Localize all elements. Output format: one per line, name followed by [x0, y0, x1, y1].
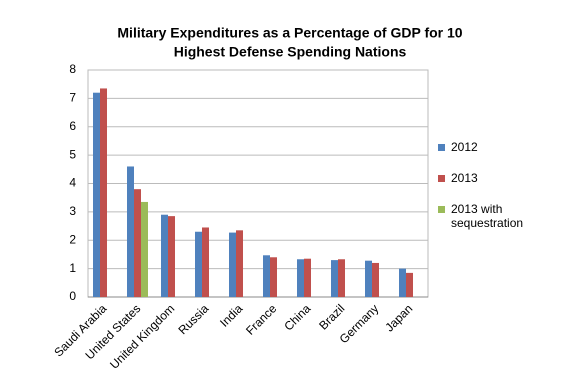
x-tick-label: France: [243, 301, 280, 338]
bar: [202, 227, 209, 297]
bar: [338, 259, 345, 297]
y-tick-label: 0: [69, 289, 76, 303]
chart-title: Highest Defense Spending Nations: [174, 44, 407, 60]
bar: [399, 268, 406, 297]
y-tick-label: 8: [69, 62, 76, 76]
y-tick-label: 4: [69, 176, 76, 190]
x-tick-label: Russia: [176, 301, 212, 337]
legend-label: 2013: [451, 171, 478, 185]
bar: [168, 216, 175, 297]
legend-label: 2012: [451, 140, 478, 154]
bar: [270, 257, 277, 297]
y-tick-label: 3: [69, 204, 76, 218]
y-tick-label: 1: [69, 261, 76, 275]
bar: [297, 259, 304, 297]
x-tick-label: Japan: [382, 301, 415, 334]
chart-title: Military Expenditures as a Percentage of…: [117, 25, 462, 41]
bar: [127, 166, 134, 297]
y-tick-label: 6: [69, 119, 76, 133]
legend-swatch: [438, 175, 445, 182]
x-tick-label: India: [217, 301, 246, 330]
x-tick-label: China: [281, 301, 313, 333]
legend-label: 2013 with sequestration: [451, 202, 524, 230]
y-tick-label: 7: [69, 91, 76, 105]
legend-swatch: [438, 144, 445, 151]
legend-item: 2013 with sequestration: [438, 202, 548, 230]
bar: [304, 258, 311, 297]
bar: [134, 189, 141, 297]
legend-item: 2013: [438, 171, 548, 185]
y-tick-label: 5: [69, 147, 76, 161]
bar: [229, 232, 236, 297]
bar: [263, 255, 270, 297]
bar: [406, 272, 413, 297]
bar: [236, 230, 243, 297]
bar: [195, 231, 202, 297]
bar: [93, 92, 100, 297]
legend: 2012 2013 2013 with sequestration: [438, 140, 548, 247]
y-tick-label: 2: [69, 232, 76, 246]
bar: [331, 260, 338, 297]
bar: [141, 201, 148, 297]
legend-item: 2012: [438, 140, 548, 154]
legend-swatch: [438, 206, 445, 213]
bar: [161, 214, 168, 297]
bar: [100, 88, 107, 297]
bar: [365, 260, 372, 297]
x-tick-label: Brazil: [316, 301, 347, 332]
bar: [372, 262, 379, 297]
